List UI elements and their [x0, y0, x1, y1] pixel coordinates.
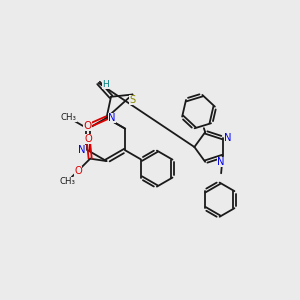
- Text: O: O: [83, 121, 92, 131]
- Text: H: H: [102, 80, 109, 89]
- Text: O: O: [84, 134, 92, 144]
- Text: S: S: [129, 95, 136, 105]
- Text: CH₃: CH₃: [59, 177, 75, 186]
- Text: N: N: [109, 113, 116, 123]
- Text: N: N: [224, 133, 232, 143]
- Text: N: N: [218, 157, 225, 166]
- Text: CH₃: CH₃: [61, 113, 76, 122]
- Text: O: O: [74, 166, 82, 176]
- Text: N: N: [78, 145, 86, 155]
